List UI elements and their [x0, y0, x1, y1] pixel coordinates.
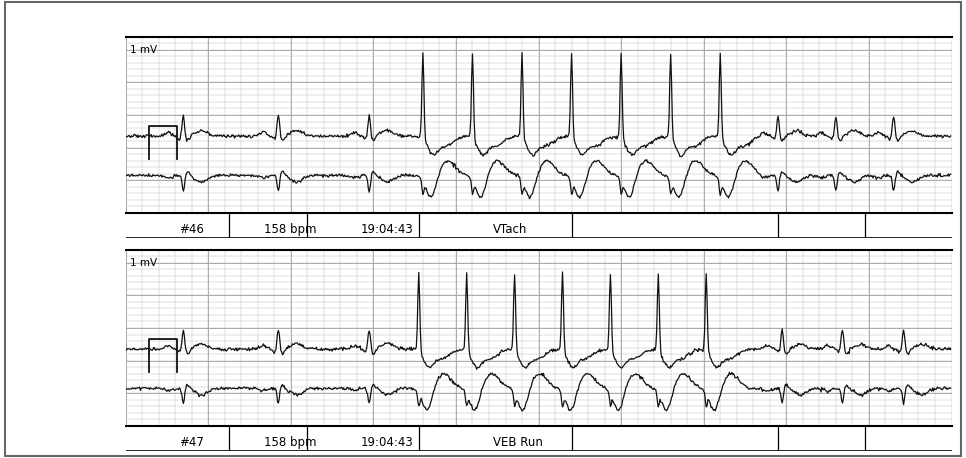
Text: 158 bpm: 158 bpm: [265, 436, 317, 449]
Text: 19:04:43: 19:04:43: [361, 223, 413, 236]
Text: 19:04:43: 19:04:43: [361, 436, 413, 449]
Text: #47: #47: [180, 436, 204, 449]
Text: 1 mV: 1 mV: [129, 258, 156, 268]
Text: VEB Run: VEB Run: [493, 436, 543, 449]
Text: 1 mV: 1 mV: [129, 45, 156, 55]
Text: 158 bpm: 158 bpm: [265, 223, 317, 236]
Text: VTach: VTach: [493, 223, 527, 236]
Text: #46: #46: [180, 223, 204, 236]
